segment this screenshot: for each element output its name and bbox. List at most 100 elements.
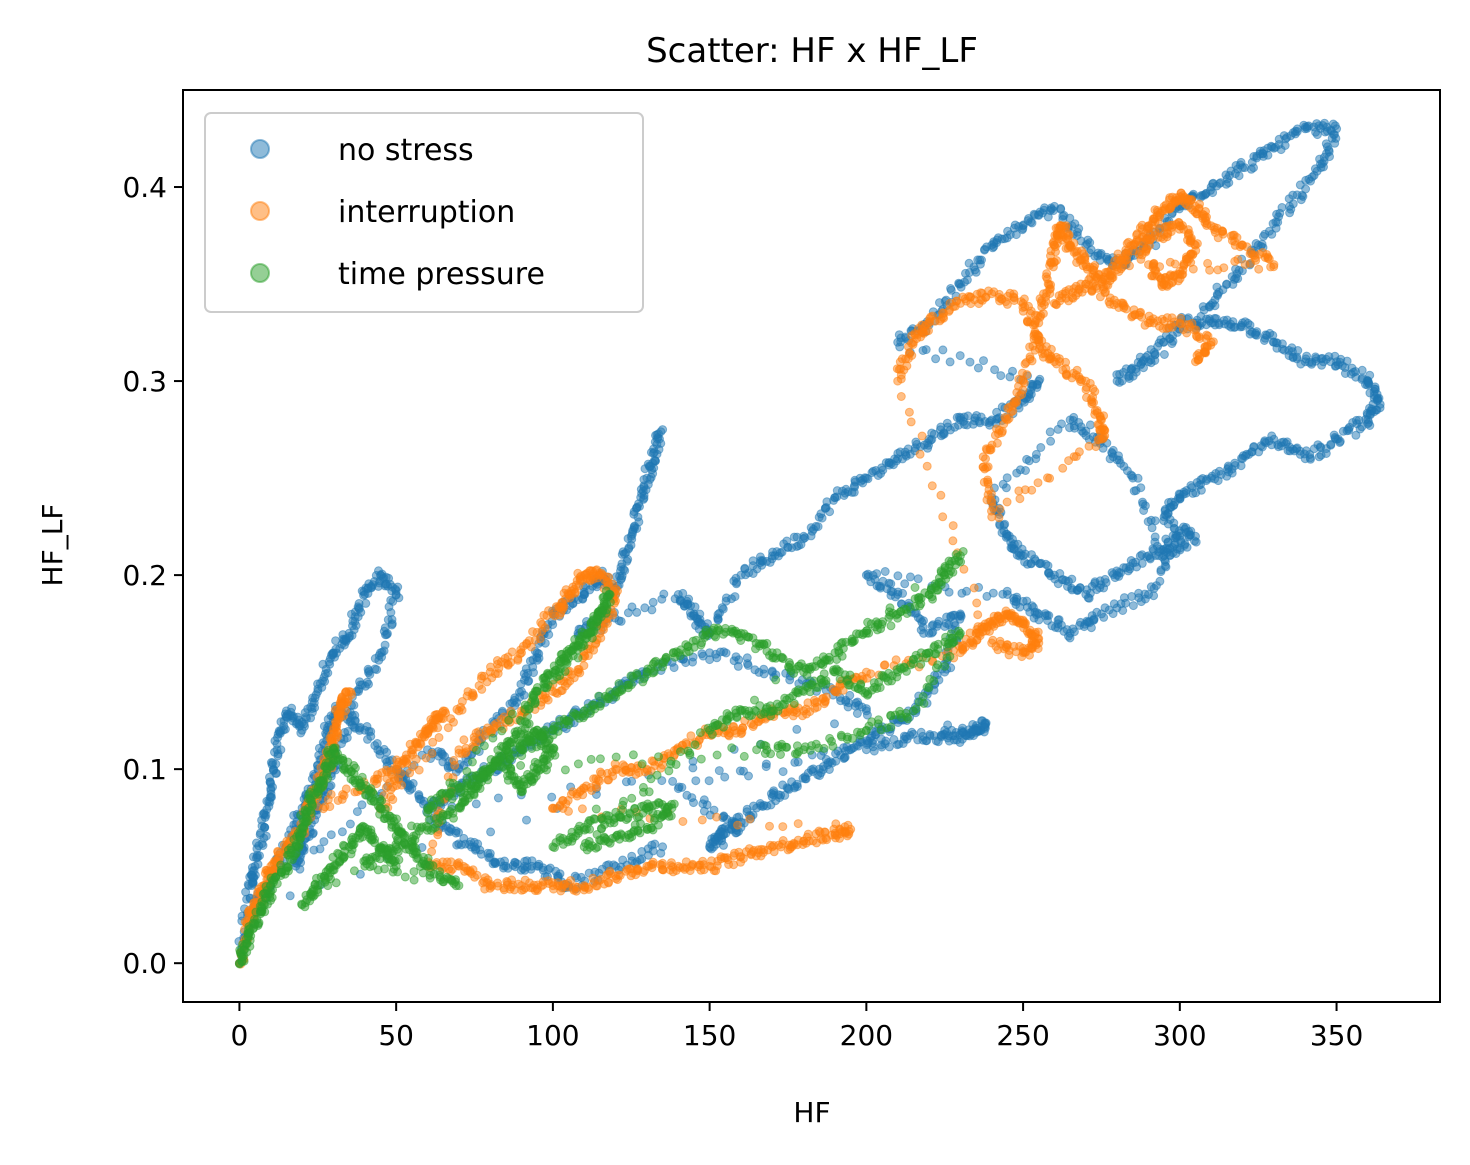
data-point (370, 654, 380, 663)
data-point (1342, 426, 1352, 436)
data-point (1234, 171, 1244, 181)
data-point (1326, 125, 1336, 135)
data-point (1002, 497, 1012, 507)
data-point (1137, 312, 1147, 322)
data-point (1064, 456, 1074, 466)
data-point (1213, 265, 1223, 275)
data-point (446, 714, 456, 724)
data-point (1143, 517, 1153, 527)
data-point (945, 425, 955, 435)
data-point (1115, 377, 1124, 387)
data-point (720, 772, 730, 782)
data-point (471, 799, 481, 809)
data-point (1005, 372, 1015, 382)
data-point (397, 759, 406, 769)
data-point (918, 346, 928, 355)
data-point (955, 351, 965, 361)
data-point (457, 705, 467, 715)
data-point (1009, 596, 1019, 606)
data-point (547, 792, 557, 802)
data-point (1261, 330, 1270, 340)
data-point (739, 766, 748, 776)
data-point (765, 821, 774, 831)
data-point (386, 785, 396, 795)
data-point (656, 427, 666, 437)
data-point (515, 687, 524, 697)
data-point (622, 556, 632, 566)
data-point (352, 807, 362, 817)
data-point (778, 767, 788, 777)
data-point (975, 255, 985, 265)
data-point (741, 570, 750, 580)
data-point (381, 630, 390, 640)
data-point (1230, 256, 1240, 266)
data-point (427, 748, 437, 758)
data-point (1111, 262, 1121, 272)
data-point (272, 739, 282, 749)
data-point (830, 719, 839, 729)
data-point (849, 481, 859, 491)
data-point (1126, 470, 1136, 480)
data-point (917, 431, 927, 441)
data-point (960, 277, 969, 287)
data-point (537, 619, 547, 629)
data-point (813, 522, 823, 532)
data-point (1292, 127, 1302, 136)
data-point (1285, 208, 1295, 218)
data-point (821, 692, 831, 702)
data-point (814, 826, 824, 836)
data-point (866, 669, 876, 679)
data-point (454, 748, 464, 758)
data-point (980, 719, 990, 729)
data-point (893, 571, 903, 581)
data-point (1038, 309, 1048, 319)
data-point (704, 776, 714, 786)
data-point (1165, 515, 1175, 524)
data-point (1295, 180, 1305, 190)
data-point (714, 766, 724, 776)
data-point (345, 631, 355, 641)
data-point (1053, 424, 1063, 434)
data-point (1138, 499, 1148, 509)
data-point (509, 885, 519, 895)
data-point (1203, 258, 1213, 268)
data-point (265, 772, 274, 782)
data-point (648, 597, 658, 607)
data-point (778, 780, 788, 790)
data-point (1100, 574, 1110, 584)
data-point (1054, 615, 1064, 625)
data-point (896, 392, 906, 401)
data-point (604, 878, 613, 888)
data-point (1285, 446, 1295, 456)
data-point (688, 657, 697, 667)
data-point (898, 588, 908, 598)
data-point (636, 493, 646, 502)
data-point (414, 765, 424, 775)
data-point (1292, 190, 1302, 200)
data-point (1171, 532, 1181, 542)
data-point (863, 474, 873, 484)
data-point (1069, 248, 1079, 257)
data-point (767, 792, 777, 802)
data-point (650, 839, 660, 849)
data-point (451, 828, 461, 838)
data-point (983, 621, 992, 631)
data-point (836, 750, 846, 760)
data-point (761, 759, 771, 769)
data-point (647, 465, 657, 475)
data-point (878, 465, 888, 475)
data-point (393, 582, 403, 592)
data-point (853, 741, 863, 751)
data-point (326, 830, 336, 840)
data-point (998, 589, 1008, 599)
data-point (880, 660, 890, 670)
data-point (905, 572, 915, 582)
data-point (366, 731, 376, 741)
data-point (1022, 454, 1032, 464)
data-point (470, 872, 480, 882)
data-point (1027, 218, 1037, 228)
data-point (431, 715, 441, 724)
data-point (1030, 327, 1040, 337)
data-point (1065, 415, 1075, 425)
